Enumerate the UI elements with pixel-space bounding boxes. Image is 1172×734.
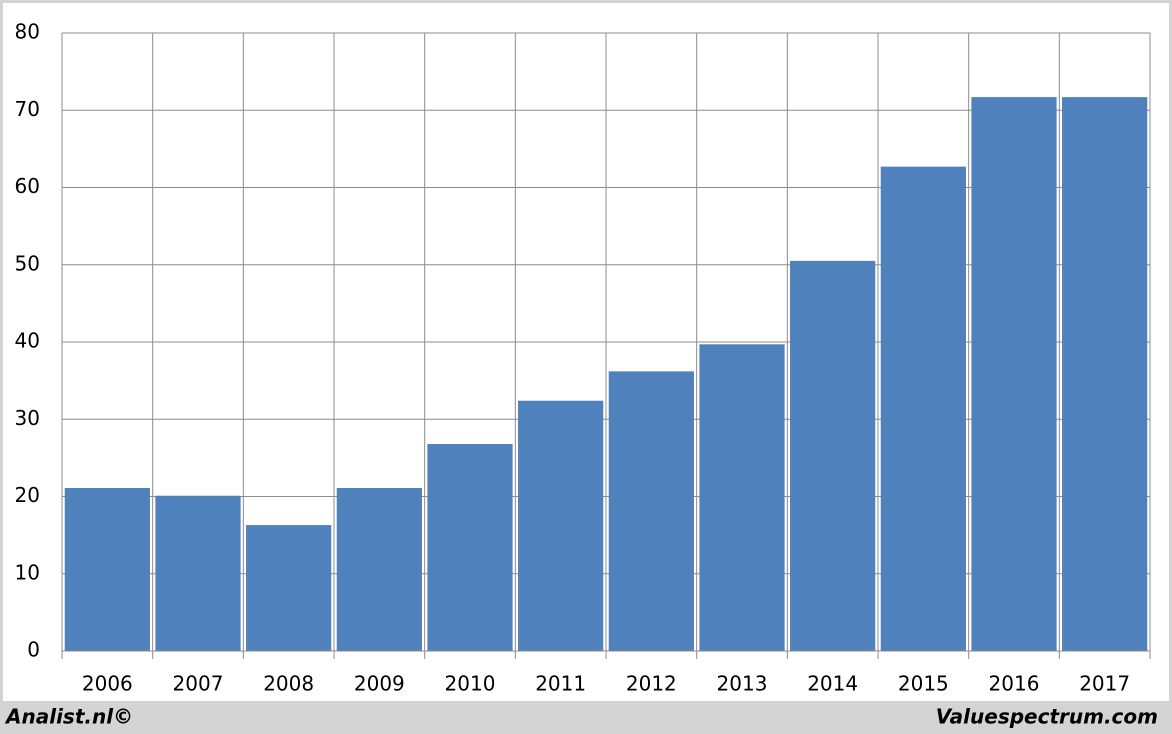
x-tick-label: 2011: [535, 672, 586, 696]
y-tick-label: 0: [27, 638, 40, 662]
y-tick-label: 30: [15, 406, 40, 430]
x-tick-label: 2008: [263, 672, 314, 696]
bar: [1062, 97, 1148, 652]
bar: [64, 488, 150, 651]
x-tick-label: 2010: [445, 672, 496, 696]
y-tick-label: 20: [15, 483, 40, 507]
x-tick-label: 2017: [1079, 672, 1130, 696]
bar: [518, 400, 604, 651]
x-tick-label: 2013: [717, 672, 768, 696]
y-tick-label: 70: [15, 97, 40, 121]
y-tick-label: 40: [15, 329, 40, 353]
bar: [608, 371, 694, 651]
x-tick-label: 2012: [626, 672, 677, 696]
bar: [971, 97, 1057, 652]
bar: [880, 166, 966, 651]
bar: [246, 525, 332, 651]
x-tick-label: 2015: [898, 672, 949, 696]
footer-right: Valuespectrum.com: [936, 705, 1158, 729]
x-tick-label: 2006: [82, 672, 133, 696]
y-tick-label: 50: [15, 251, 40, 275]
x-tick-label: 2009: [354, 672, 405, 696]
bar: [427, 443, 513, 651]
y-tick-label: 10: [15, 560, 40, 584]
x-tick-label: 2016: [989, 672, 1040, 696]
y-tick-label: 60: [15, 174, 40, 198]
bar: [155, 495, 241, 651]
bar: [336, 488, 422, 651]
bar: [699, 344, 785, 651]
x-tick-label: 2014: [807, 672, 858, 696]
footer-left: Analist.nl©: [4, 705, 133, 729]
y-tick-label: 80: [15, 20, 40, 44]
bar: [790, 260, 876, 651]
x-tick-label: 2007: [173, 672, 224, 696]
